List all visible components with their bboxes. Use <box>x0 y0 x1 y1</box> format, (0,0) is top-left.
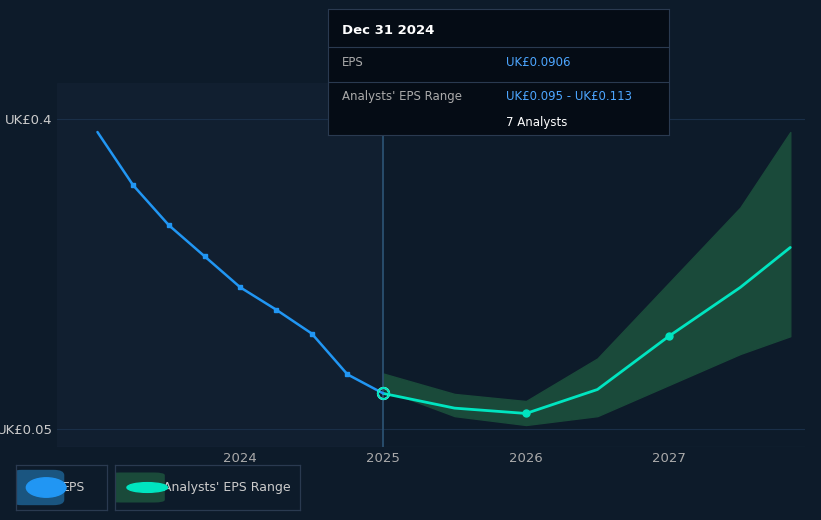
Text: 7 Analysts: 7 Analysts <box>506 116 567 129</box>
Text: UK£0.095 - UK£0.113: UK£0.095 - UK£0.113 <box>506 90 631 103</box>
Text: Dec 31 2024: Dec 31 2024 <box>342 24 434 37</box>
Text: Analysts Forecasts: Analysts Forecasts <box>389 106 499 119</box>
Text: Analysts' EPS Range: Analysts' EPS Range <box>342 90 462 103</box>
Bar <box>57 83 383 447</box>
Text: Actual: Actual <box>341 106 378 119</box>
Text: UK£0.0906: UK£0.0906 <box>506 56 570 69</box>
Text: EPS: EPS <box>62 481 85 494</box>
FancyBboxPatch shape <box>109 473 165 502</box>
Circle shape <box>127 483 167 492</box>
Circle shape <box>26 478 67 497</box>
Text: EPS: EPS <box>342 56 364 69</box>
FancyBboxPatch shape <box>11 470 64 505</box>
Text: Analysts' EPS Range: Analysts' EPS Range <box>163 481 291 494</box>
